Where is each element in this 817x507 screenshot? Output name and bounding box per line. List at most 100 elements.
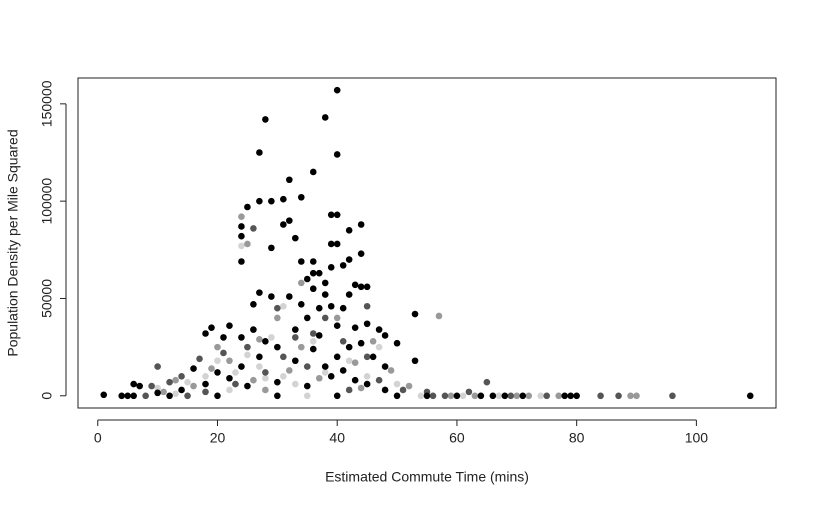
point xyxy=(166,378,173,386)
point xyxy=(268,244,275,252)
point xyxy=(746,392,754,400)
point xyxy=(286,217,293,224)
point xyxy=(351,324,359,331)
point xyxy=(297,279,305,287)
point xyxy=(256,336,263,343)
point xyxy=(339,367,347,374)
point xyxy=(357,384,365,392)
point xyxy=(357,283,365,291)
point xyxy=(154,363,161,370)
point xyxy=(309,337,317,345)
point xyxy=(238,363,245,370)
point xyxy=(244,351,251,359)
point xyxy=(280,195,287,203)
point xyxy=(501,392,509,400)
point xyxy=(309,345,317,353)
y-axis-label: Population Density per Mile Squared xyxy=(5,129,21,356)
y-tick-label: 0 xyxy=(39,392,55,400)
point xyxy=(297,343,305,351)
point xyxy=(220,334,227,341)
point xyxy=(465,388,473,396)
point xyxy=(208,324,215,331)
point xyxy=(411,310,419,318)
point xyxy=(178,386,185,394)
point xyxy=(196,355,203,363)
point xyxy=(238,223,245,230)
point xyxy=(256,363,263,370)
point xyxy=(214,343,221,351)
x-tick-label: 100 xyxy=(685,430,709,446)
point xyxy=(297,301,305,308)
point xyxy=(369,353,377,361)
point xyxy=(292,380,299,388)
point xyxy=(244,382,251,390)
point xyxy=(369,337,377,345)
point xyxy=(333,322,341,330)
point xyxy=(375,343,383,351)
point xyxy=(292,234,299,242)
point xyxy=(399,386,407,394)
point xyxy=(244,203,251,211)
point xyxy=(274,304,281,312)
point xyxy=(142,392,149,400)
point xyxy=(321,369,329,376)
point xyxy=(190,382,197,390)
point xyxy=(202,373,209,380)
point xyxy=(327,373,335,380)
point xyxy=(232,369,239,376)
point xyxy=(256,289,263,296)
point xyxy=(274,343,281,351)
point xyxy=(190,365,197,372)
y-tick-label: 100000 xyxy=(39,178,55,225)
point xyxy=(489,392,497,400)
point xyxy=(226,322,233,330)
point xyxy=(333,151,341,158)
point xyxy=(172,376,179,384)
point xyxy=(262,386,269,394)
point xyxy=(327,211,335,219)
point xyxy=(303,314,311,322)
point xyxy=(345,227,353,234)
point xyxy=(250,376,257,384)
point xyxy=(262,116,269,123)
point xyxy=(345,386,353,394)
point xyxy=(513,392,521,400)
point xyxy=(381,363,389,370)
point xyxy=(226,357,233,365)
point xyxy=(130,392,137,400)
point xyxy=(220,349,227,357)
point xyxy=(214,357,221,365)
point xyxy=(130,380,137,388)
point xyxy=(495,392,503,400)
point xyxy=(303,275,311,283)
point xyxy=(669,392,676,400)
point xyxy=(238,258,245,265)
point xyxy=(303,363,311,370)
point xyxy=(333,314,341,322)
point xyxy=(333,353,341,361)
point xyxy=(238,334,245,341)
point xyxy=(321,314,329,322)
point xyxy=(393,339,401,347)
point xyxy=(525,392,533,400)
y-tick-label: 50000 xyxy=(39,279,55,318)
point xyxy=(351,376,359,384)
point xyxy=(327,302,335,310)
point xyxy=(345,357,353,365)
x-axis-label: Estimated Commute Time (mins) xyxy=(325,469,529,485)
point xyxy=(268,293,275,300)
point xyxy=(459,392,467,400)
point xyxy=(309,285,317,293)
point xyxy=(297,258,305,265)
point xyxy=(405,382,413,390)
point xyxy=(381,332,389,339)
point xyxy=(214,392,221,400)
point xyxy=(262,374,269,382)
point xyxy=(519,392,527,400)
point xyxy=(124,392,131,400)
point xyxy=(483,378,491,386)
point xyxy=(363,380,371,388)
point xyxy=(202,380,209,388)
point xyxy=(184,378,191,386)
